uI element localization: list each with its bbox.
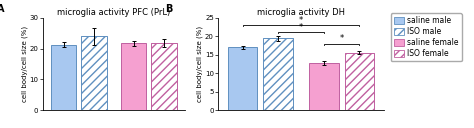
Text: *: * [299,16,303,25]
Text: *: * [340,34,344,43]
Title: microglia activity DH: microglia activity DH [257,8,345,17]
Bar [81,36,107,110]
Bar [151,43,177,110]
Bar [121,43,146,110]
Bar [263,38,293,110]
Bar [228,47,257,110]
Legend: saline male, ISO male, saline female, ISO female: saline male, ISO male, saline female, IS… [391,13,462,61]
Bar [51,45,76,110]
Text: *: * [299,23,303,32]
Bar [345,53,374,110]
Y-axis label: cell body/cell size (%): cell body/cell size (%) [197,26,203,102]
Bar [81,36,107,110]
Bar [151,43,177,110]
Text: B: B [165,4,173,14]
Text: A: A [0,4,5,14]
Bar [263,38,293,110]
Title: microglia activity PFC (PrL): microglia activity PFC (PrL) [57,8,170,17]
Bar [309,63,339,110]
Y-axis label: cell body/cell size (%): cell body/cell size (%) [22,26,28,102]
Bar [345,53,374,110]
